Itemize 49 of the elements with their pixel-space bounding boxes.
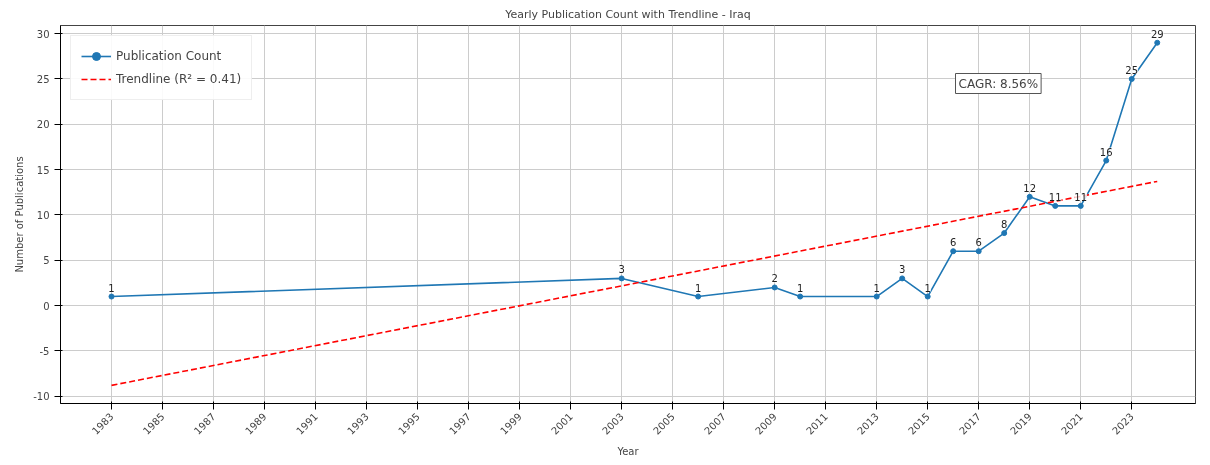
- data-label: 1: [108, 282, 115, 294]
- point: [1026, 193, 1033, 200]
- legend-label: Trendline (R² = 0.41): [116, 72, 242, 86]
- y-tick-label: 25: [36, 73, 50, 85]
- y-tick-label: 5: [43, 255, 50, 267]
- point: [899, 275, 906, 282]
- y-tick-label: 20: [36, 119, 50, 131]
- data-label: 1: [796, 282, 804, 294]
- data-label: 12: [1023, 182, 1037, 194]
- y-axis-title: Number of Publications: [14, 156, 26, 273]
- point: [771, 284, 778, 291]
- point: [1077, 202, 1084, 209]
- point: [1103, 157, 1110, 164]
- y-tick-label: 15: [36, 164, 50, 176]
- data-label: 2: [771, 273, 778, 285]
- point: [1052, 202, 1059, 209]
- data-label: 25: [1125, 64, 1139, 76]
- data-label: 6: [950, 237, 957, 249]
- point: [975, 248, 982, 255]
- x-axis-title: Year: [616, 446, 640, 458]
- data-label: 3: [618, 264, 625, 276]
- data-label: 29: [1150, 28, 1164, 40]
- data-label: 1: [694, 282, 702, 294]
- y-tick-label: -10: [33, 391, 50, 403]
- y-tick-label: 0: [43, 300, 50, 312]
- data-label: 3: [899, 264, 906, 276]
- point: [108, 293, 115, 300]
- legend-label: Publication Count: [116, 49, 222, 63]
- point: [1001, 230, 1008, 237]
- y-tick-label: 30: [36, 28, 50, 40]
- point: [695, 293, 702, 300]
- annotation: CAGR: 8.56%: [958, 76, 1039, 91]
- data-label: 16: [1099, 146, 1113, 158]
- data-label: 11: [1048, 191, 1062, 203]
- point: [618, 275, 625, 282]
- y-tick-label: 10: [36, 209, 50, 221]
- point: [950, 248, 957, 255]
- point: [1154, 39, 1161, 46]
- point: [797, 293, 804, 300]
- point: [873, 293, 880, 300]
- data-label: 6: [975, 237, 982, 249]
- y-tick-label: -5: [39, 345, 50, 357]
- point: [1128, 75, 1135, 82]
- chart-title: Yearly Publication Count with Trendline - Iraq: [504, 7, 751, 21]
- data-label: 1: [873, 282, 880, 294]
- point: [924, 293, 931, 300]
- data-label: 1: [924, 282, 931, 294]
- data-label: 8: [1001, 219, 1008, 231]
- data-label: 11: [1074, 191, 1088, 203]
